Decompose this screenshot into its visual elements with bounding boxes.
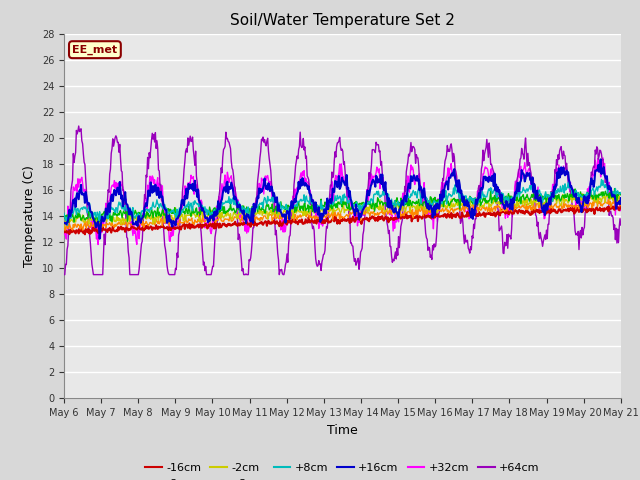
X-axis label: Time: Time [327, 424, 358, 437]
Title: Soil/Water Temperature Set 2: Soil/Water Temperature Set 2 [230, 13, 455, 28]
Y-axis label: Temperature (C): Temperature (C) [23, 165, 36, 267]
Legend: -16cm, -8cm, -2cm, +2cm, +8cm, +16cm, +32cm, +64cm: -16cm, -8cm, -2cm, +2cm, +8cm, +16cm, +3… [141, 459, 544, 480]
Text: EE_met: EE_met [72, 45, 118, 55]
